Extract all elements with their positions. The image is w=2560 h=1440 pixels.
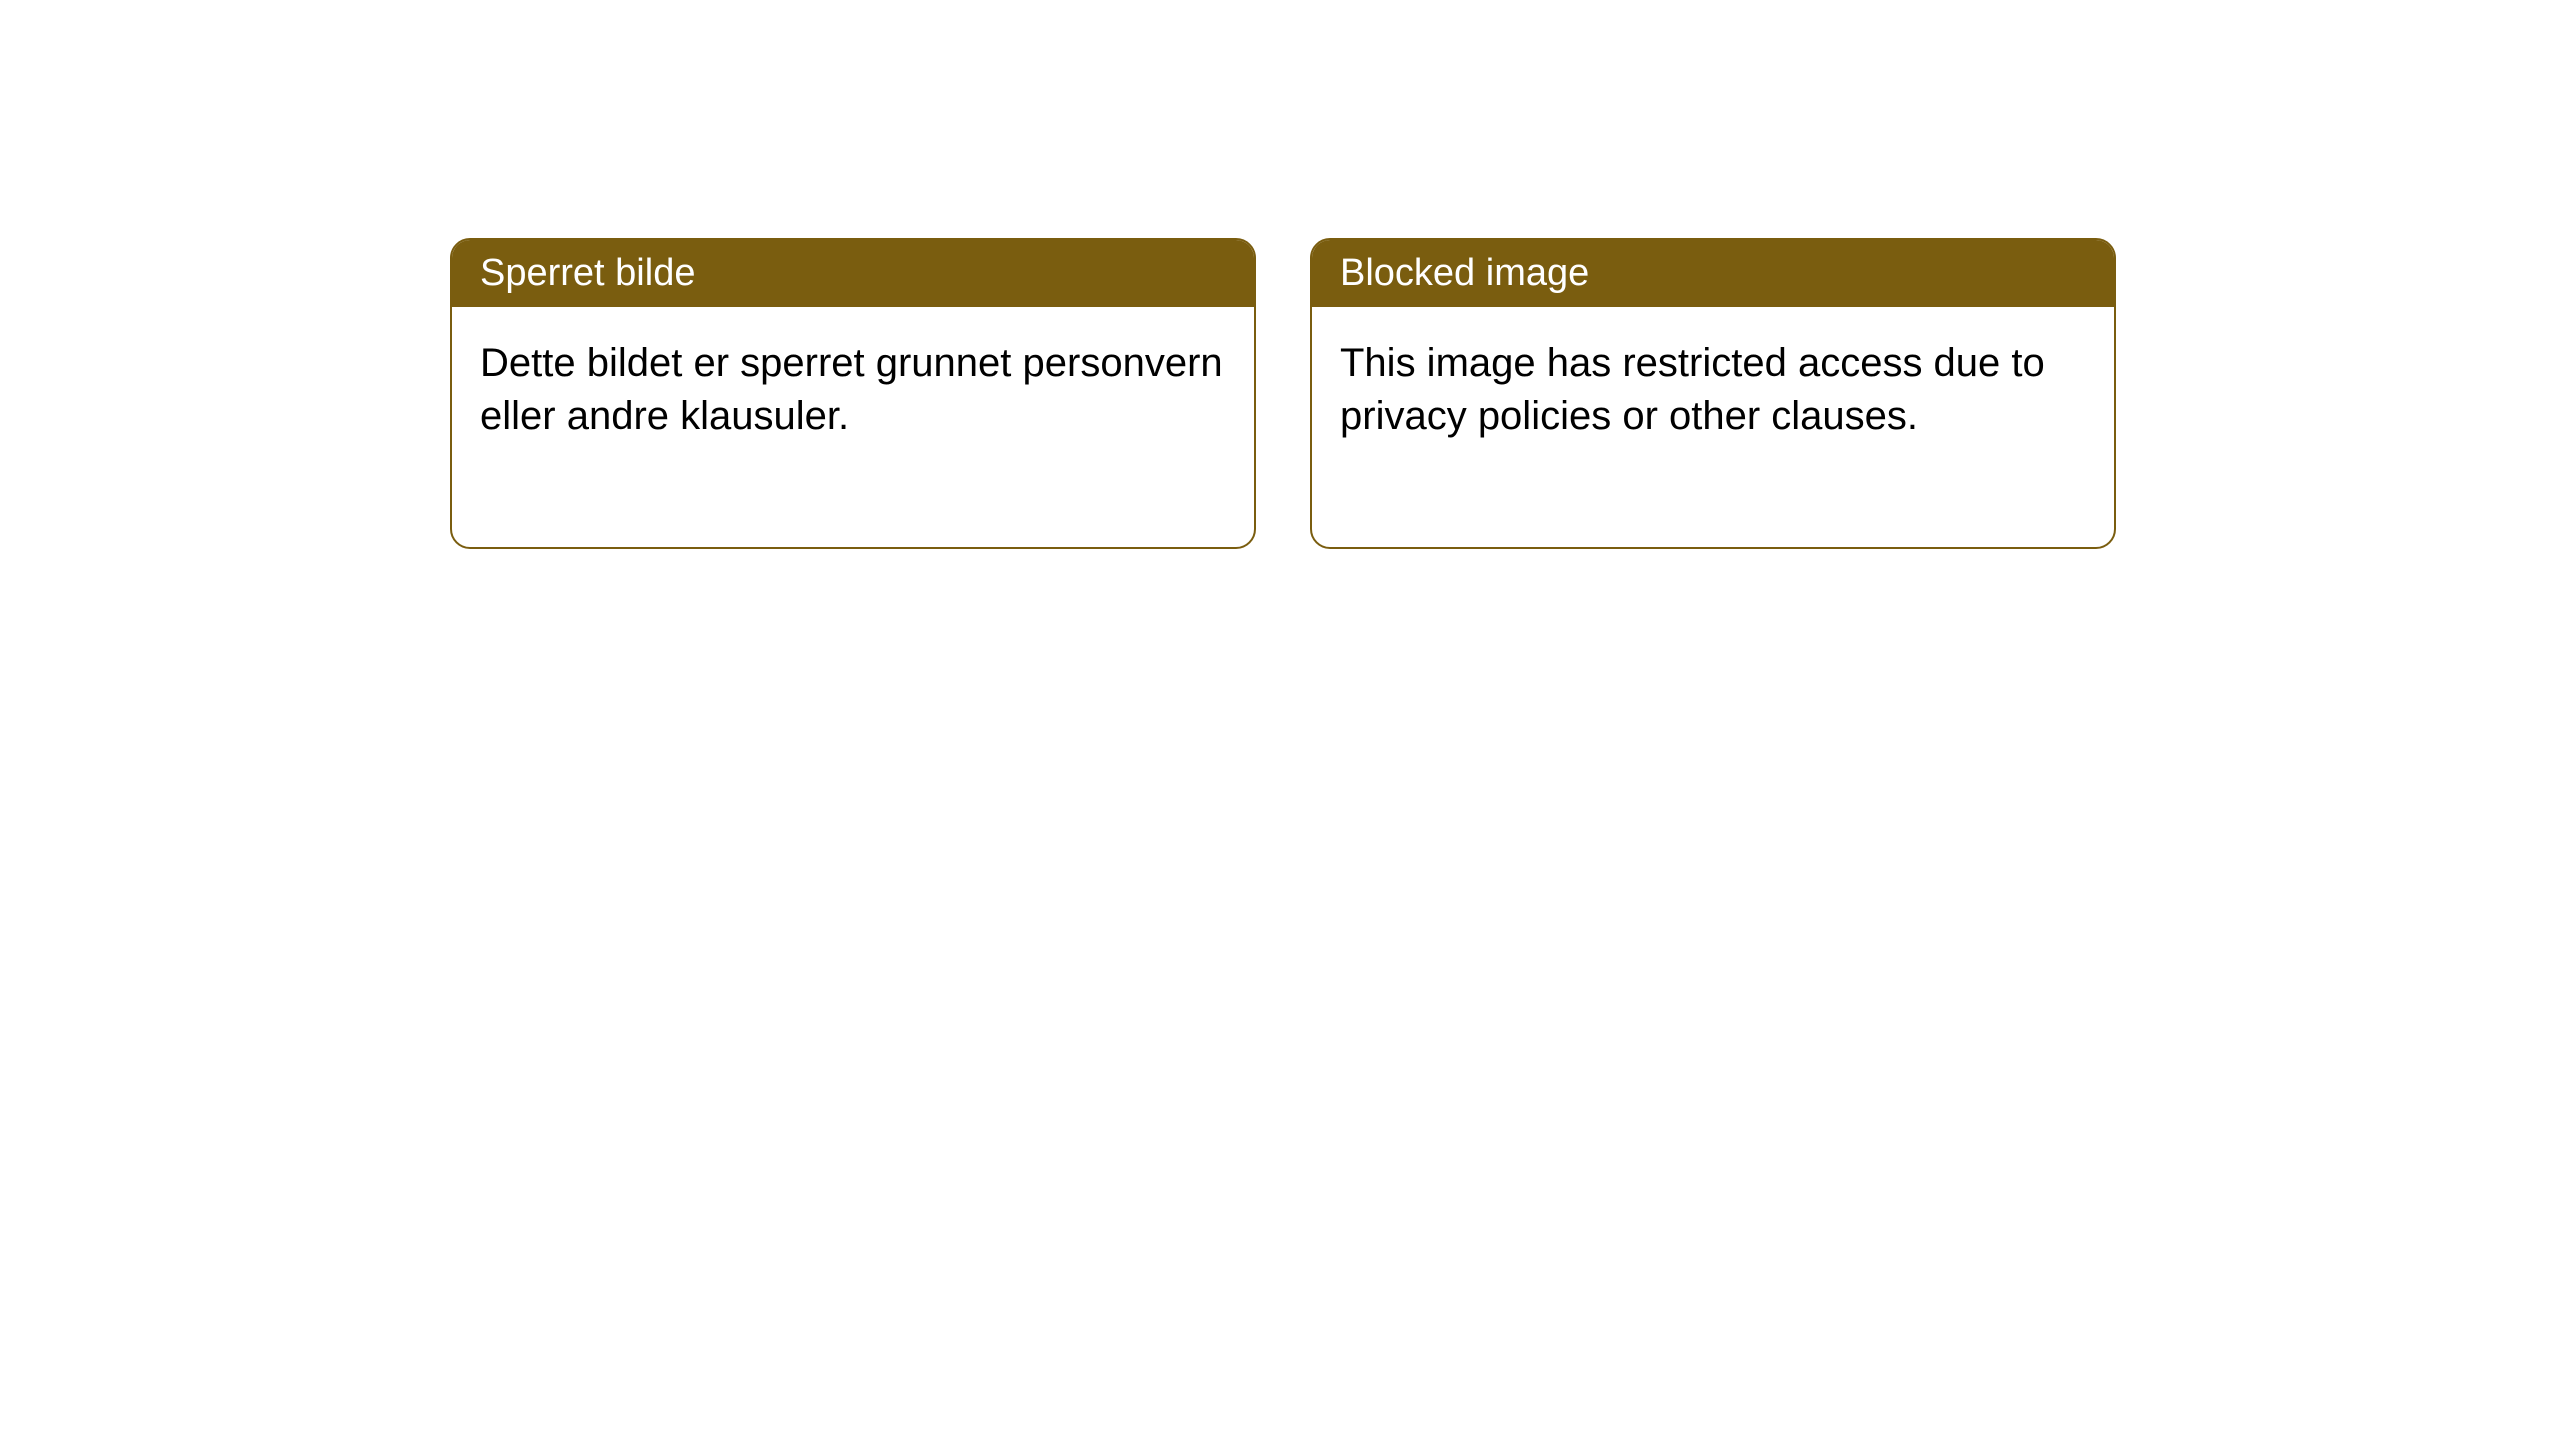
notice-header: Sperret bilde [452,240,1254,307]
notice-body: Dette bildet er sperret grunnet personve… [452,307,1254,547]
notice-body: This image has restricted access due to … [1312,307,2114,547]
notice-header: Blocked image [1312,240,2114,307]
notice-card-english: Blocked image This image has restricted … [1310,238,2116,549]
notice-title: Sperret bilde [480,252,695,294]
notice-title: Blocked image [1340,252,1589,294]
notice-container: Sperret bilde Dette bildet er sperret gr… [450,238,2116,549]
notice-message: Dette bildet er sperret grunnet personve… [480,341,1223,438]
notice-message: This image has restricted access due to … [1340,341,2045,438]
notice-card-norwegian: Sperret bilde Dette bildet er sperret gr… [450,238,1256,549]
